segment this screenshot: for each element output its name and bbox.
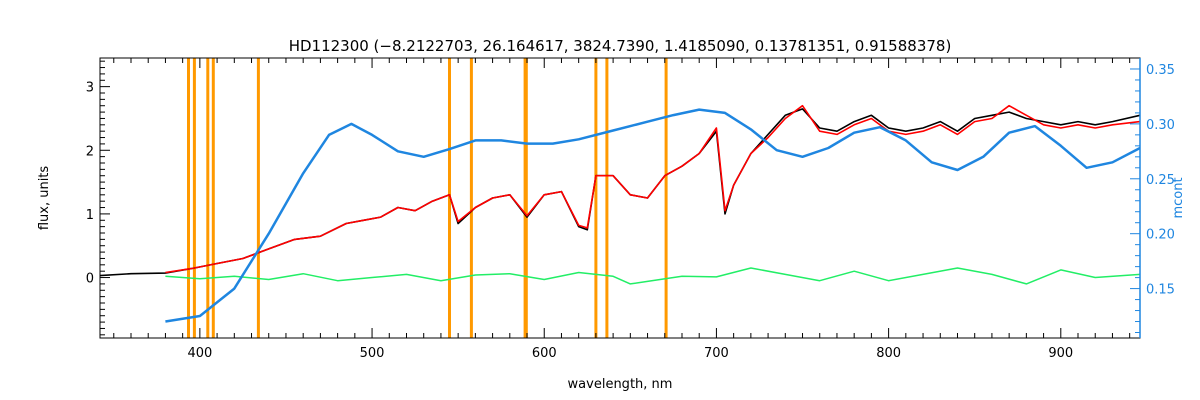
x-tick-label-600: 600 (532, 346, 557, 361)
series-layer (99, 104, 1141, 323)
x-tick-label-900: 900 (1048, 346, 1073, 361)
y2-tick-label-4: 0.35 (1146, 63, 1175, 78)
x-tick-label-400: 400 (187, 346, 212, 361)
y-axis-label: flux, units (37, 166, 52, 231)
series-model-line (165, 104, 1141, 274)
series-observed-line (99, 108, 1141, 277)
x-tick-label-500: 500 (360, 346, 385, 361)
y2-tick-label-0: 0.15 (1146, 283, 1175, 298)
ticks-layer: 400 500 600 700 800 900 0 1 2 3 0.15 0.20 0.25 0.30 0.… (86, 58, 1175, 361)
y-tick-label-1: 1 (86, 208, 94, 223)
x-tick-label-700: 700 (704, 346, 729, 361)
y2-tick-label-1: 0.20 (1146, 228, 1175, 243)
y-tick-label-3: 3 (86, 81, 94, 96)
chart-title: HD112300 (−8.2122703, 26.164617, 3824.73… (289, 37, 952, 55)
y2-tick-label-3: 0.30 (1146, 118, 1175, 133)
vertical-lines-layer (187, 58, 668, 338)
y2-axis-label: mcont (1171, 177, 1186, 218)
series-continuum-line (165, 108, 1141, 323)
y-tick-label-2: 2 (86, 144, 94, 159)
x-tick-label-800: 800 (876, 346, 901, 361)
series-residual-line (165, 267, 1141, 285)
y2-tick-label-2: 0.25 (1146, 173, 1175, 188)
x-axis-label: wavelength, nm (568, 377, 673, 392)
plot-frame (99, 57, 1141, 339)
y-tick-label-0: 0 (86, 272, 94, 287)
